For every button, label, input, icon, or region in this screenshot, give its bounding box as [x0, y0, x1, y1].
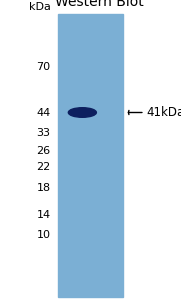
Text: 44: 44	[36, 107, 51, 118]
Text: kDa: kDa	[29, 2, 51, 12]
Text: 14: 14	[37, 209, 51, 220]
Text: 26: 26	[37, 146, 51, 156]
Text: 70: 70	[37, 62, 51, 73]
Text: 18: 18	[37, 183, 51, 193]
Ellipse shape	[68, 108, 96, 117]
Bar	[58, 14, 123, 297]
Text: 22: 22	[36, 162, 51, 172]
Text: 10: 10	[37, 230, 51, 241]
Text: 33: 33	[37, 128, 51, 139]
Text: 41kDa: 41kDa	[147, 106, 181, 119]
Text: Western Blot: Western Blot	[55, 0, 144, 9]
